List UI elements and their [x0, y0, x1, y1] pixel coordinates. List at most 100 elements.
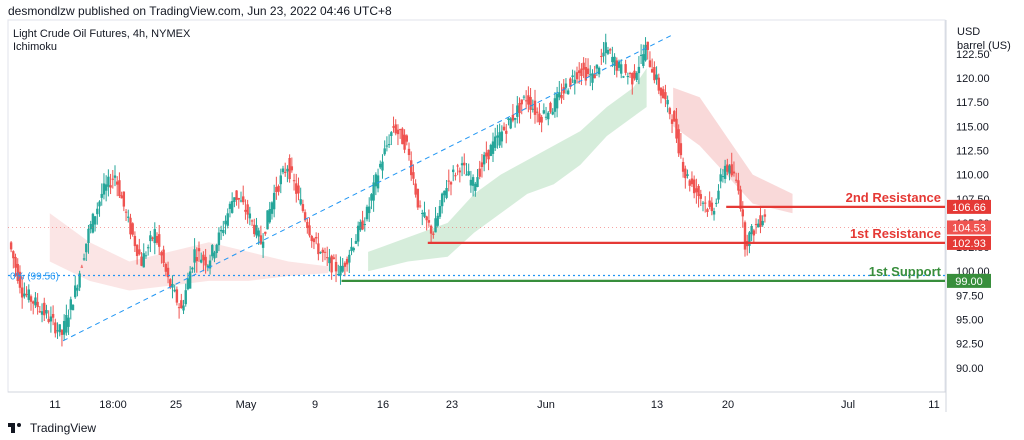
candle-body [82, 258, 86, 260]
tradingview-logo[interactable]: TradingView [8, 421, 96, 435]
candle-body [102, 183, 106, 195]
candle-body [171, 284, 174, 288]
candle-body [345, 258, 349, 265]
candle-body [631, 73, 634, 85]
candle-body [487, 149, 490, 160]
candle-body [602, 52, 605, 57]
candle-body [730, 164, 733, 176]
candle-body [149, 235, 152, 242]
candle-body [668, 108, 672, 115]
candle-body [518, 103, 521, 114]
candle-body [385, 145, 389, 147]
candle-body [32, 301, 35, 304]
candle-body [47, 318, 50, 322]
candle-body [328, 257, 331, 264]
candle-body [743, 222, 747, 250]
candle-body [213, 252, 216, 259]
candle-body [498, 132, 501, 146]
candle-body [354, 240, 358, 244]
candle-body [650, 69, 654, 73]
candle-body [175, 289, 179, 303]
y-tick-label: 112.50 [956, 145, 989, 157]
candle-body [272, 192, 276, 210]
candle-body [604, 42, 607, 53]
candle-body [505, 130, 508, 134]
candle-body [261, 241, 265, 248]
candle-body [469, 179, 473, 186]
candle-body [571, 75, 574, 78]
candle-body [622, 76, 625, 78]
candle-body [264, 231, 267, 234]
candle-body [348, 254, 351, 263]
candle-body [277, 185, 280, 192]
candle-body [757, 223, 760, 228]
candle-body [569, 78, 572, 87]
candle-body [87, 228, 90, 243]
candle-body [36, 301, 39, 308]
candle-body [356, 225, 360, 242]
candle-body [624, 64, 627, 73]
candle-body [281, 168, 285, 173]
tradingview-mark-icon [8, 423, 24, 433]
candle-body [80, 266, 84, 268]
current-price-tag [947, 220, 991, 235]
candle-body [228, 203, 232, 209]
y-axis-unit-currency: USD [957, 26, 981, 38]
candle-body [180, 300, 183, 309]
candle-body [648, 60, 652, 67]
candle-body [195, 257, 198, 262]
candle-body [40, 311, 44, 315]
candle-body [639, 54, 643, 56]
candle-body [341, 265, 344, 272]
candle-body [620, 64, 623, 74]
candle-body [635, 72, 638, 80]
candle-body [485, 152, 488, 157]
candle-body [737, 180, 740, 191]
candle-body [474, 183, 477, 191]
candle-body [266, 210, 269, 230]
candle-body [98, 201, 101, 207]
candle-body [16, 263, 19, 281]
candle-body [533, 100, 537, 115]
level-label: 1st Resistance [850, 226, 941, 241]
candle-body [509, 118, 512, 129]
candle-body [219, 229, 223, 232]
candle-body [109, 185, 112, 188]
candle-body [248, 213, 252, 219]
candle-body [438, 206, 442, 217]
candle-body [429, 225, 433, 234]
level-price-tag-text: 102.93 [952, 238, 986, 250]
candle-body [303, 212, 307, 221]
candle-body [217, 232, 221, 246]
publish-line: desmondlzw published on TradingView.com,… [8, 4, 392, 18]
candle-body [633, 70, 636, 79]
candle-body [337, 274, 340, 276]
candle-body [363, 224, 366, 226]
candle-body [684, 168, 687, 179]
candle-body [482, 154, 486, 165]
candle-body [390, 132, 393, 137]
candle-body [520, 99, 523, 105]
candle-body [708, 200, 711, 207]
candle-body [100, 193, 103, 198]
candle-body [56, 330, 59, 332]
candle-body [467, 171, 470, 176]
candle-body [516, 105, 519, 117]
candle-body [350, 246, 353, 252]
candle-body [597, 67, 601, 75]
candle-body [67, 317, 70, 327]
candle-body [423, 212, 426, 217]
candle-body [405, 135, 408, 142]
candle-body [573, 79, 576, 84]
candle-body [739, 189, 742, 209]
candle-body [723, 165, 727, 179]
candle-body [339, 265, 342, 276]
candle-body [655, 74, 658, 80]
y-tick-label: 92.50 [956, 339, 984, 351]
x-tick-label: Jun [537, 399, 555, 411]
candle-body [697, 185, 700, 197]
candle-body [489, 144, 492, 156]
candle-body [628, 73, 632, 75]
candle-body [511, 114, 515, 121]
